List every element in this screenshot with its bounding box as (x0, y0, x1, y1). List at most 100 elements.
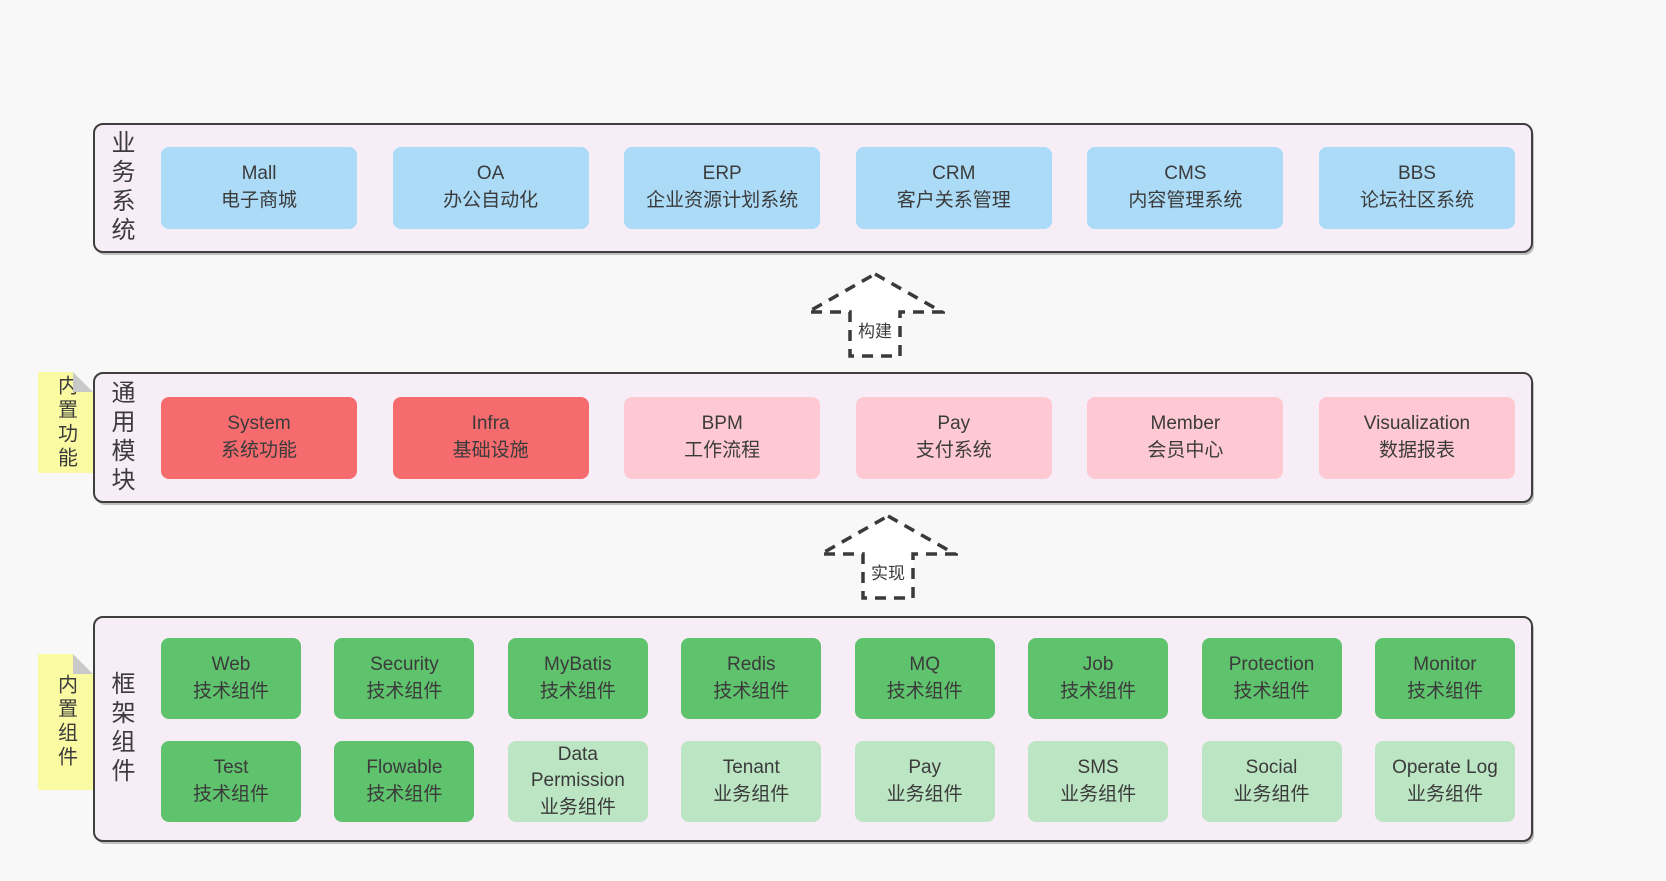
box-pay-module: Pay 支付系统 (855, 396, 1052, 479)
box-bpm: BPM 工作流程 (624, 396, 821, 479)
box-title: Flowable (366, 756, 443, 778)
components-row-2: Test 技术组件 Flowable 技术组件 Data Permission … (161, 741, 1515, 822)
box-title: Tenant (722, 756, 780, 778)
band-content: Mall 电子商城 OA 办公自动化 ERP 企业资源计划系统 CRM 客户关系… (145, 125, 1531, 251)
box-title: Data Permission (530, 743, 625, 792)
box-infra: Infra 基础设施 (392, 396, 589, 479)
box-title: OA (476, 163, 505, 185)
box-title: Monitor (1413, 653, 1477, 675)
band-label-column: 框架组件 (95, 618, 145, 840)
box-web: Web 技术组件 (161, 638, 301, 719)
box-title: Redis (726, 653, 776, 675)
box-tenant: Tenant 业务组件 (681, 741, 822, 822)
box-title: CRM (932, 163, 976, 185)
box-subtitle: 技术组件 (366, 680, 443, 702)
box-subtitle: 技术组件 (192, 680, 269, 702)
box-social: Social 业务组件 (1201, 741, 1342, 822)
band-content: Web 技术组件 Security 技术组件 MyBatis 技术组件 Redi… (145, 618, 1531, 840)
box-title: ERP (702, 163, 742, 185)
arrow-label: 构建 (858, 322, 892, 341)
box-subtitle: 业务组件 (1233, 783, 1310, 805)
box-pay-component: Pay 业务组件 (854, 741, 995, 822)
up-arrow-icon (805, 271, 945, 358)
box-subtitle: 技术组件 (886, 680, 963, 702)
box-subtitle: 数据报表 (1378, 439, 1455, 461)
box-system: System 系统功能 (161, 396, 357, 479)
band-label: 业务系统 (107, 130, 134, 246)
box-subtitle: 支付系统 (915, 439, 992, 461)
box-protection: Protection 技术组件 (1201, 638, 1342, 719)
band-label: 框架组件 (107, 671, 134, 787)
box-test: Test 技术组件 (161, 741, 301, 822)
box-bbs: BBS 论坛社区系统 (1318, 147, 1515, 229)
box-title: Job (1082, 653, 1114, 675)
box-title: Web (211, 653, 251, 675)
sticky-note-label: 内置功能 (54, 374, 77, 471)
box-title: Pay (908, 756, 942, 778)
band-framework-components: 框架组件 Web 技术组件 Security 技术组件 MyBatis 技术组件… (93, 616, 1533, 842)
box-subtitle: 内容管理系统 (1128, 190, 1243, 211)
box-subtitle: 系统功能 (220, 439, 297, 461)
sticky-note-label: 内置组件 (54, 674, 77, 770)
box-subtitle: 业务组件 (886, 783, 963, 805)
box-job: Job 技术组件 (1028, 638, 1169, 719)
box-subtitle: 企业资源计划系统 (646, 190, 799, 211)
band-common-modules: 通用模块 System 系统功能 Infra 基础设施 BPM 工作流程 Pay… (93, 372, 1533, 503)
box-subtitle: 技术组件 (1060, 680, 1137, 702)
box-subtitle: 技术组件 (192, 783, 269, 805)
box-erp: ERP 企业资源计划系统 (624, 147, 821, 229)
dashed-up-arrow-implement: 实现 (818, 512, 958, 602)
box-subtitle: 办公自动化 (443, 190, 539, 211)
box-title: Visualization (1363, 412, 1471, 434)
box-subtitle: 业务组件 (1060, 783, 1137, 805)
box-subtitle: 业务组件 (713, 783, 790, 805)
folded-corner (73, 372, 93, 392)
box-title: MQ (909, 653, 940, 675)
sticky-note-built-in-components: 内置组件 (38, 654, 93, 790)
box-flowable: Flowable 技术组件 (334, 741, 475, 822)
box-title: System (227, 412, 291, 434)
box-subtitle: 技术组件 (366, 783, 443, 805)
box-title: Protection (1228, 653, 1315, 675)
box-subtitle: 工作流程 (684, 439, 761, 461)
box-oa: OA 办公自动化 (392, 147, 589, 229)
box-redis: Redis 技术组件 (681, 638, 822, 719)
box-subtitle: 技术组件 (1406, 680, 1483, 702)
up-arrow-icon (818, 513, 958, 600)
box-subtitle: 电子商城 (220, 190, 297, 211)
folded-corner (73, 654, 93, 674)
box-subtitle: 会员中心 (1147, 439, 1224, 461)
band-content: System 系统功能 Infra 基础设施 BPM 工作流程 Pay 支付系统… (145, 374, 1531, 501)
arrow-label: 实现 (871, 564, 905, 583)
box-mq: MQ 技术组件 (854, 638, 995, 719)
box-title: Pay (937, 412, 971, 434)
box-title: CMS (1164, 163, 1207, 185)
box-mall: Mall 电子商城 (161, 147, 357, 229)
band-label: 通用模块 (107, 379, 134, 496)
box-cms: CMS 内容管理系统 (1087, 147, 1284, 229)
box-title: Member (1150, 412, 1221, 434)
box-title: Operate Log (1392, 756, 1498, 778)
box-visualization: Visualization 数据报表 (1318, 396, 1515, 479)
box-subtitle: 业务组件 (1406, 783, 1483, 805)
box-security: Security 技术组件 (334, 638, 475, 719)
box-sms: SMS 业务组件 (1028, 741, 1169, 822)
box-title: Test (213, 756, 249, 778)
box-operate-log: Operate Log 业务组件 (1374, 741, 1515, 822)
box-data-permission: Data Permission 业务组件 (507, 741, 648, 822)
box-subtitle: 技术组件 (1233, 680, 1310, 702)
box-subtitle: 客户关系管理 (896, 190, 1011, 211)
box-title: Infra (471, 412, 510, 434)
components-row-1: Web 技术组件 Security 技术组件 MyBatis 技术组件 Redi… (161, 638, 1515, 719)
box-title: BBS (1397, 163, 1436, 185)
box-subtitle: 技术组件 (539, 680, 616, 702)
box-mybatis: MyBatis 技术组件 (507, 638, 648, 719)
band-label-column: 通用模块 (95, 374, 145, 501)
box-subtitle: 基础设施 (452, 439, 529, 461)
box-title: Security (370, 653, 439, 675)
band-label-column: 业务系统 (95, 125, 145, 251)
box-title: BPM (701, 412, 743, 434)
box-member: Member 会员中心 (1087, 396, 1284, 479)
sticky-note-built-in-features: 内置功能 (38, 372, 93, 473)
